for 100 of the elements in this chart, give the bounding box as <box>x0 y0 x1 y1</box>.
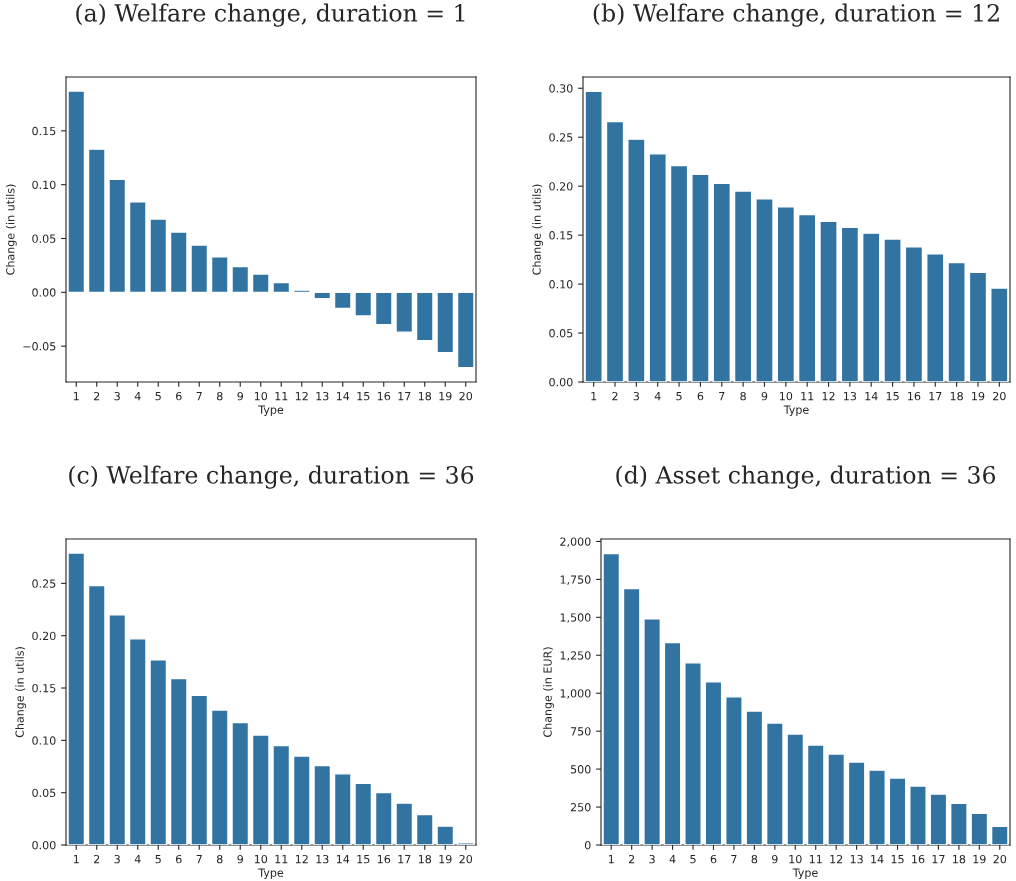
x-tick-label: 1 <box>608 855 614 864</box>
y-axis-title: Change (in utils) <box>15 647 26 738</box>
bar <box>87 584 106 845</box>
x-tick-label: 17 <box>398 855 411 864</box>
x-tick-label: 17 <box>929 392 942 401</box>
x-tick-label: 14 <box>336 392 350 401</box>
x-tick-label: 18 <box>418 854 432 864</box>
bar <box>745 710 764 845</box>
bar <box>622 587 641 845</box>
bar <box>725 696 743 845</box>
y-axis-title: Change (in EUR) <box>543 647 554 738</box>
x-tick-label: 19 <box>439 854 452 864</box>
bar <box>797 213 817 382</box>
x-axis-title: Type <box>258 868 284 880</box>
x-tick-label: 20 <box>993 391 1006 401</box>
x-tick-label: 13 <box>316 391 329 401</box>
y-tick-label: 0.05 <box>32 234 56 243</box>
x-tick-label: 14 <box>336 855 350 864</box>
bar <box>272 744 291 845</box>
y-tick-label: 0.20 <box>32 631 56 641</box>
x-tick-label: 13 <box>316 854 329 864</box>
bar <box>990 825 1009 845</box>
x-tick-label: 2 <box>612 391 618 401</box>
bar <box>128 201 147 294</box>
bar <box>868 769 886 845</box>
bar <box>733 190 753 382</box>
x-tick-label: 6 <box>175 391 182 401</box>
bar <box>436 291 455 354</box>
bar <box>704 681 723 845</box>
y-tick-label: 2,000 <box>560 537 591 547</box>
x-tick-label: 4 <box>654 392 661 401</box>
x-tick-label: 12 <box>295 391 308 401</box>
x-tick-label: 16 <box>908 391 921 401</box>
x-tick-label: 13 <box>850 854 863 864</box>
x-tick-label: 20 <box>459 854 473 864</box>
bar <box>149 218 168 294</box>
y-tick-label: 0.00 <box>549 377 573 387</box>
x-tick-label: 9 <box>761 391 768 401</box>
x-tick-label: 7 <box>196 855 202 864</box>
bar <box>87 148 106 294</box>
x-tick-label: 3 <box>114 391 120 401</box>
bar <box>648 153 667 382</box>
chart-title: (a) Welfare change, duration = 1 <box>76 3 465 27</box>
y-tick-label: 0.10 <box>32 736 56 745</box>
x-tick-label: 19 <box>439 391 452 401</box>
x-tick-label: 14 <box>865 392 878 401</box>
y-tick-label: 0.25 <box>32 579 56 588</box>
bar <box>602 552 621 845</box>
bar <box>333 773 352 845</box>
bar <box>108 178 127 294</box>
y-tick-label: 0.05 <box>32 788 56 798</box>
y-tick-label: 0.15 <box>549 231 573 240</box>
y-tick-label: 0 <box>584 840 591 850</box>
x-tick-label: 17 <box>398 392 411 401</box>
x-tick-label: 8 <box>216 854 223 864</box>
x-tick-label: 14 <box>871 855 884 864</box>
x-tick-label: 7 <box>719 392 725 401</box>
bar <box>251 734 270 845</box>
x-tick-label: 8 <box>740 391 746 401</box>
bar <box>861 232 881 382</box>
bar <box>847 761 866 845</box>
x-tick-label: 7 <box>731 855 737 864</box>
bar <box>395 802 414 845</box>
bar <box>627 138 646 382</box>
bar <box>776 206 796 382</box>
bar <box>190 244 209 294</box>
bar <box>755 198 774 382</box>
x-tick-label: 8 <box>751 854 758 864</box>
y-tick-label: 0.25 <box>549 133 573 142</box>
bar <box>456 291 475 369</box>
x-tick-label: 4 <box>134 855 141 864</box>
bar <box>669 164 689 382</box>
bar <box>949 802 968 845</box>
y-tick-label: 0.00 <box>32 840 56 850</box>
bar <box>374 291 393 326</box>
bar <box>190 694 209 845</box>
x-tick-label: 17 <box>932 855 945 864</box>
bar <box>712 182 732 382</box>
bar <box>605 120 625 382</box>
bar <box>128 638 147 845</box>
x-tick-label: 6 <box>175 854 182 864</box>
x-tick-label: 2 <box>94 854 100 864</box>
x-tick-label: 16 <box>377 391 391 401</box>
y-tick-label: 0.15 <box>32 126 56 136</box>
x-tick-label: 18 <box>418 391 432 401</box>
y-tick-label: 1,750 <box>560 575 591 585</box>
x-tick-label: 19 <box>972 391 985 401</box>
bar <box>231 265 250 294</box>
x-axis-title: Type <box>792 868 818 880</box>
x-tick-label: 11 <box>275 855 288 864</box>
bar <box>684 662 702 845</box>
x-tick-label: 19 <box>973 854 986 864</box>
x-tick-label: 11 <box>809 855 822 864</box>
bar <box>883 238 902 382</box>
x-tick-label: 5 <box>155 855 161 864</box>
bar <box>909 785 927 845</box>
chart-title: (b) Welfare change, duration = 12 <box>593 3 999 27</box>
x-tick-label: 9 <box>771 854 778 864</box>
x-tick-label: 1 <box>73 392 79 401</box>
x-tick-label: 12 <box>295 854 308 864</box>
